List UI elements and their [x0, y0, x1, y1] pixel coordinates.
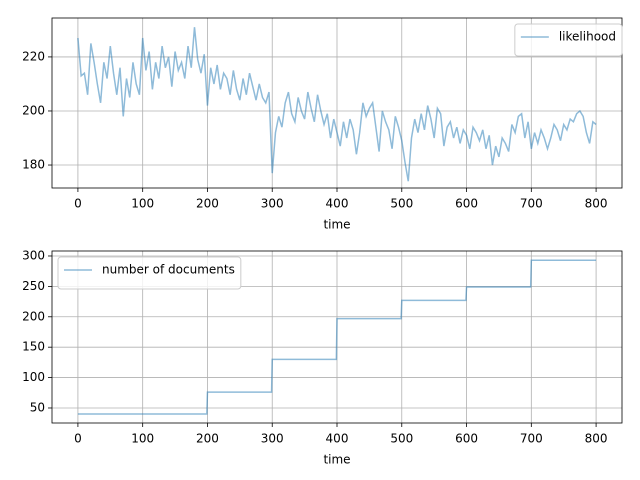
x-tick-label: 200 — [196, 432, 219, 446]
x-tick-label: 100 — [131, 432, 154, 446]
plot-area — [77, 259, 597, 415]
x-tick-label: 500 — [390, 432, 413, 446]
y-tick-label: 220 — [22, 49, 45, 63]
y-tick-label: 200 — [22, 309, 45, 323]
x-tick-label: 200 — [196, 197, 219, 211]
legend-box — [514, 23, 623, 57]
y-tick-label: 50 — [30, 400, 45, 414]
data-line — [77, 259, 597, 415]
x-tick-label: 600 — [455, 197, 478, 211]
y-tick-label: 300 — [22, 248, 45, 262]
data-line — [77, 27, 597, 182]
y-tick-label: 250 — [22, 279, 45, 293]
x-tick-label: 0 — [74, 197, 82, 211]
x-tick-label: 800 — [585, 432, 608, 446]
y-tick-label: 150 — [22, 340, 45, 354]
x-tick-label: 300 — [261, 432, 284, 446]
legend: number of documents — [57, 256, 242, 290]
legend-label: likelihood — [559, 30, 616, 44]
x-axis-label: time — [323, 453, 350, 467]
x-tick-label: 500 — [390, 197, 413, 211]
x-tick-label: 300 — [261, 197, 284, 211]
x-axis-label: time — [323, 218, 350, 232]
x-tick-label: 700 — [520, 197, 543, 211]
y-tick-label: 100 — [22, 370, 45, 384]
legend-label: number of documents — [102, 263, 235, 277]
x-tick-label: 100 — [131, 197, 154, 211]
x-tick-label: 400 — [326, 432, 349, 446]
x-tick-label: 0 — [74, 432, 82, 446]
axes-frame — [51, 17, 623, 189]
y-tick-label: 180 — [22, 158, 45, 172]
x-tick-label: 400 — [326, 197, 349, 211]
axes-frame — [51, 250, 623, 424]
plot-area — [77, 27, 597, 182]
y-tick-label: 200 — [22, 103, 45, 117]
legend-box — [57, 256, 242, 290]
x-tick-label: 800 — [585, 197, 608, 211]
x-tick-label: 600 — [455, 432, 478, 446]
legend: likelihood — [514, 23, 623, 57]
x-tick-label: 700 — [520, 432, 543, 446]
